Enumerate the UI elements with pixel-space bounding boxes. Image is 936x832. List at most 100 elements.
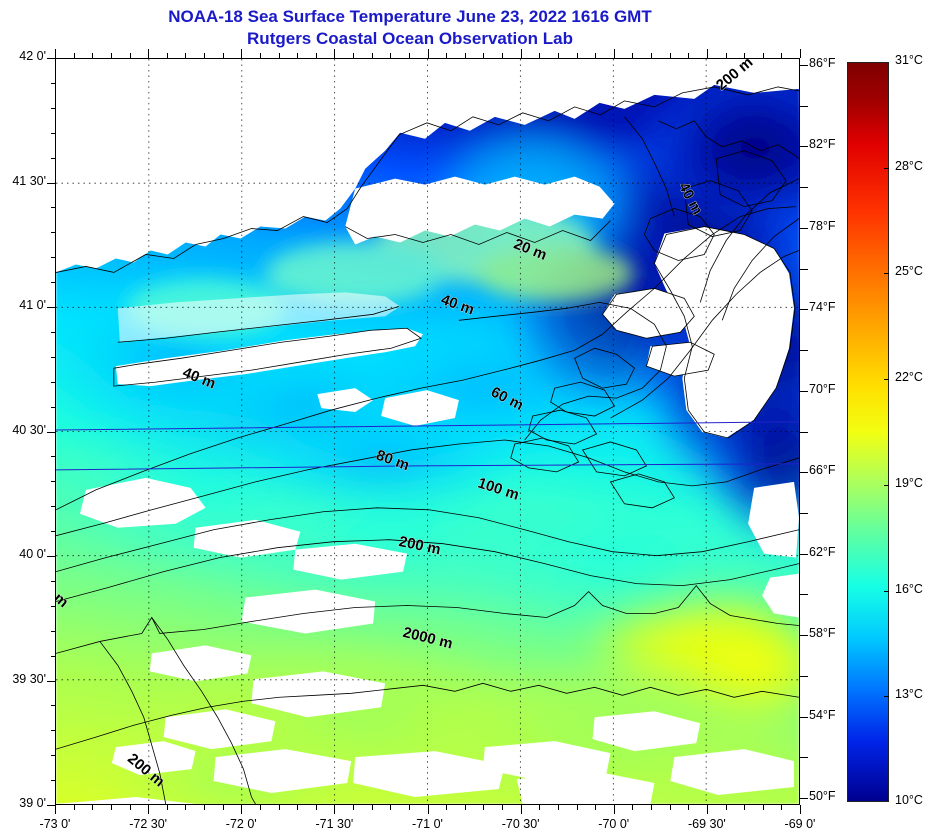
lon-minor-tick <box>334 805 336 814</box>
lon-top-tick <box>688 53 690 58</box>
lon-top-tick <box>185 53 187 58</box>
fahrenheit-minor-tick <box>800 65 804 66</box>
lon-minor-tick <box>688 805 690 810</box>
lat-minor-tick <box>51 356 55 358</box>
fahrenheit-minor-tick <box>800 268 808 270</box>
lat-minor-tick <box>51 232 55 234</box>
fahrenheit-major-tick <box>800 146 808 148</box>
lon-top-tick <box>446 53 448 58</box>
fahrenheit-minor-tick <box>800 390 804 392</box>
lon-minor-tick <box>408 805 410 810</box>
lon-minor-tick <box>278 805 280 810</box>
lon-minor-tick <box>800 805 801 814</box>
lon-tick-label: -73 0' <box>39 817 71 831</box>
lat-minor-tick <box>47 307 55 308</box>
fahrenheit-minor-tick <box>800 635 804 637</box>
lat-minor-tick <box>51 506 55 508</box>
fahrenheit-minor-tick <box>800 105 808 107</box>
fahrenheit-major-tick <box>800 635 808 637</box>
lon-minor-tick <box>241 805 243 814</box>
lat-tick-label: 41 0' <box>19 298 46 312</box>
lon-tick-label: -72 0' <box>225 817 257 831</box>
lon-top-tick <box>576 53 578 58</box>
lat-minor-tick <box>51 630 55 632</box>
lon-top-tick <box>762 53 764 58</box>
lon-minor-tick <box>706 805 708 814</box>
lon-top-tick <box>539 53 541 58</box>
lon-top-tick <box>427 49 429 58</box>
lon-top-tick <box>483 53 485 58</box>
lon-minor-tick <box>744 805 746 810</box>
fahrenheit-tick-label: 58°F <box>809 626 836 641</box>
lon-top-tick <box>297 53 299 58</box>
lat-minor-tick <box>51 331 55 333</box>
lat-minor-tick <box>51 655 55 657</box>
fahrenheit-minor-tick <box>800 227 804 229</box>
lat-minor-tick <box>51 257 55 259</box>
lat-minor-tick <box>47 680 55 682</box>
lon-minor-tick <box>259 805 261 810</box>
fahrenheit-minor-tick <box>800 757 808 759</box>
lon-minor-tick <box>222 805 224 810</box>
lat-minor-tick <box>51 157 55 159</box>
lon-minor-tick <box>446 805 448 810</box>
lon-top-tick <box>129 53 131 58</box>
lat-minor-tick <box>47 431 55 433</box>
lon-tick-label: -70 0' <box>598 817 630 831</box>
lon-tick-label: -71 0' <box>412 817 443 831</box>
fahrenheit-minor-tick <box>800 146 804 148</box>
lon-minor-tick <box>669 805 671 810</box>
lon-top-tick <box>520 49 522 58</box>
lat-minor-tick <box>51 207 55 209</box>
lat-minor-tick <box>51 580 55 582</box>
page-subtitle: Rutgers Coastal Ocean Observation Lab <box>247 29 573 48</box>
fahrenheit-tick-label: 78°F <box>809 218 836 233</box>
fahrenheit-major-tick <box>800 309 808 311</box>
fahrenheit-tick-label: 50°F <box>809 789 836 803</box>
fahrenheit-minor-tick <box>800 309 804 311</box>
lon-top-tick <box>73 53 75 58</box>
transect-lines <box>56 421 799 471</box>
colorbar-tick <box>884 484 889 486</box>
fahrenheit-major-tick <box>800 798 808 799</box>
lon-top-tick <box>613 49 615 58</box>
colorbar-tick <box>884 273 889 275</box>
fahrenheit-major-tick <box>800 227 808 229</box>
lon-minor-tick <box>464 805 466 810</box>
lon-minor-tick <box>92 805 94 810</box>
lat-minor-tick <box>51 605 55 607</box>
lon-top-tick <box>315 53 317 58</box>
fahrenheit-minor-tick <box>800 716 804 718</box>
lon-minor-tick <box>110 805 112 810</box>
fahrenheit-minor-tick <box>800 798 804 799</box>
lat-minor-tick <box>51 730 55 732</box>
lon-top-tick <box>502 53 503 58</box>
lon-minor-tick <box>539 805 541 810</box>
lat-minor-tick <box>51 481 55 483</box>
lat-minor-tick <box>47 556 55 557</box>
page-title: NOAA-18 Sea Surface Temperature June 23,… <box>168 7 652 26</box>
lat-minor-tick <box>51 107 55 109</box>
lon-top-tick <box>204 53 205 58</box>
fahrenheit-minor-tick <box>800 512 808 514</box>
fahrenheit-minor-tick <box>800 431 808 433</box>
lon-minor-tick <box>185 805 187 810</box>
lon-minor-tick <box>595 805 597 810</box>
lon-minor-tick <box>297 805 299 810</box>
colorbar-gradient <box>847 62 889 802</box>
colorbar-tick <box>884 379 889 381</box>
fahrenheit-tick-label: 70°F <box>809 381 836 396</box>
fahrenheit-tick-label: 82°F <box>809 137 836 152</box>
colorbar-tick-label: 31°C <box>895 53 923 67</box>
lon-top-tick <box>706 49 708 58</box>
lon-tick-label: -72 30' <box>129 817 168 831</box>
fahrenheit-major-tick <box>800 65 808 66</box>
lon-top-tick <box>725 53 727 58</box>
fahrenheit-minor-tick <box>800 675 808 677</box>
lon-tick-label: -69 30' <box>687 817 726 831</box>
lon-minor-tick <box>632 805 634 810</box>
lat-tick-label: 42 0' <box>19 49 46 63</box>
lon-minor-tick <box>315 805 317 810</box>
lon-minor-tick <box>557 805 559 810</box>
lon-minor-tick <box>427 805 429 814</box>
